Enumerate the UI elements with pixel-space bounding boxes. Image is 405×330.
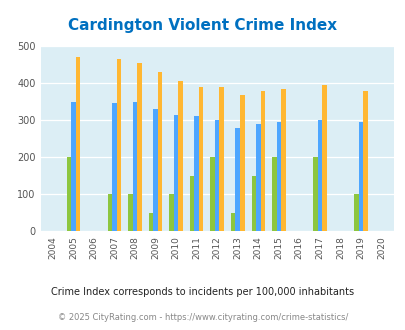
Bar xyxy=(271,157,276,231)
Bar xyxy=(117,59,121,231)
Bar xyxy=(75,57,80,231)
Bar xyxy=(158,72,162,231)
Bar xyxy=(256,124,260,231)
Bar xyxy=(210,157,214,231)
Text: Cardington Violent Crime Index: Cardington Violent Crime Index xyxy=(68,18,337,33)
Bar xyxy=(251,176,256,231)
Bar xyxy=(194,116,198,231)
Bar xyxy=(214,120,219,231)
Bar xyxy=(132,102,137,231)
Bar xyxy=(260,91,264,231)
Bar xyxy=(362,90,367,231)
Bar xyxy=(137,63,141,231)
Bar xyxy=(153,109,158,231)
Bar xyxy=(71,102,75,231)
Bar xyxy=(358,122,362,231)
Bar xyxy=(173,115,178,231)
Bar xyxy=(169,194,173,231)
Bar xyxy=(230,213,235,231)
Bar xyxy=(280,89,285,231)
Text: © 2025 CityRating.com - https://www.cityrating.com/crime-statistics/: © 2025 CityRating.com - https://www.city… xyxy=(58,313,347,322)
Bar xyxy=(198,87,203,231)
Bar xyxy=(66,157,71,231)
Bar xyxy=(178,81,183,231)
Text: Crime Index corresponds to incidents per 100,000 inhabitants: Crime Index corresponds to incidents per… xyxy=(51,287,354,297)
Bar xyxy=(235,128,239,231)
Bar xyxy=(317,120,321,231)
Bar xyxy=(107,194,112,231)
Bar xyxy=(353,194,358,231)
Bar xyxy=(239,95,244,231)
Bar xyxy=(190,176,194,231)
Bar xyxy=(219,87,224,231)
Bar xyxy=(312,157,317,231)
Bar xyxy=(112,104,117,231)
Bar xyxy=(149,213,153,231)
Bar xyxy=(321,85,326,231)
Bar xyxy=(128,194,132,231)
Bar xyxy=(276,122,280,231)
